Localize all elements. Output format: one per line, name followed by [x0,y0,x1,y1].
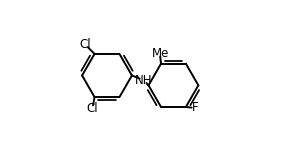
Text: Me: Me [151,47,169,60]
Text: F: F [192,101,198,114]
Text: Cl: Cl [86,102,98,115]
Text: Cl: Cl [79,38,91,51]
Text: NH: NH [135,74,152,87]
